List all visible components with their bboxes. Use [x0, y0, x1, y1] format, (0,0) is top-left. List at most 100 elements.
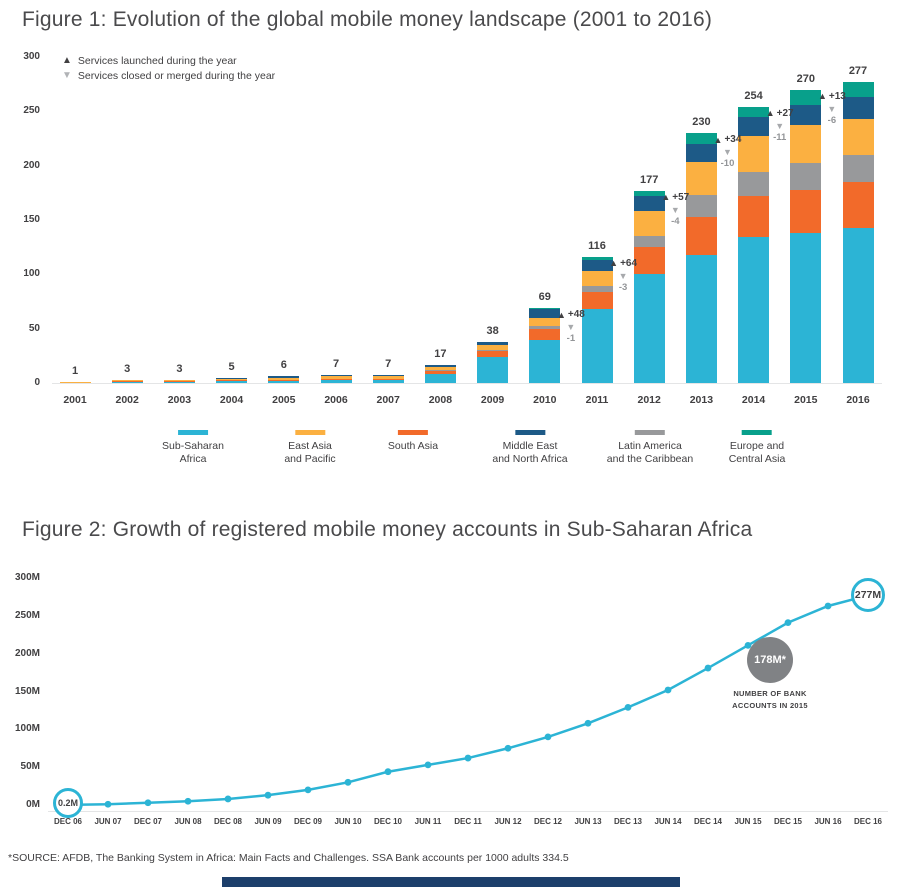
x-axis-tick-label: 2015	[794, 394, 818, 406]
bar-segment	[268, 380, 300, 383]
bar-segment	[163, 379, 195, 381]
bar-segment	[320, 379, 352, 383]
x-axis-tick-label: DEC 15	[773, 817, 802, 826]
bar-segment	[738, 196, 770, 238]
bar-segment	[216, 378, 248, 380]
bar-segment	[372, 376, 404, 379]
x-axis-line	[52, 383, 882, 384]
legend-label: Middle East	[502, 440, 558, 452]
closed-count-value: -11	[773, 131, 787, 143]
data-point-marker	[224, 795, 232, 803]
y-axis-tick-label: 200	[23, 159, 40, 171]
x-axis-tick-label: JUN 07	[94, 817, 122, 826]
bar-segment	[581, 309, 613, 383]
y-axis-tick-label: 0	[34, 377, 40, 388]
legend-label: Sub-Saharan	[162, 440, 224, 452]
x-axis-tick-label: 2009	[480, 394, 505, 406]
bar-segment	[477, 351, 509, 357]
x-axis-tick-label: DEC 10	[373, 817, 402, 826]
triangle-up-icon: ▲	[609, 258, 619, 269]
x-axis-line	[48, 811, 888, 812]
legend-swatch	[635, 430, 665, 435]
bar-segment	[685, 216, 717, 255]
y-axis-tick-label: 100	[23, 268, 40, 280]
bar-segment	[477, 344, 509, 351]
data-point-marker	[504, 744, 512, 752]
bar-total-label: 3	[124, 362, 131, 375]
launched-count-value: +48	[567, 309, 585, 321]
legend-label: and Pacific	[284, 453, 336, 465]
legend-launched-row: ▲ Services launched during the year	[62, 53, 275, 68]
bar-segment	[633, 190, 665, 197]
y-axis-tick-label: 50	[28, 322, 40, 334]
triangle-down-icon: ▼	[62, 69, 72, 81]
legend-swatch	[397, 430, 428, 435]
bar-segment	[581, 271, 613, 287]
bar-segment	[59, 381, 91, 383]
bar-segment	[842, 227, 874, 383]
bar-segment	[790, 89, 822, 105]
bar-segment	[111, 381, 143, 383]
bank-accounts-badge: 178M*	[747, 637, 793, 683]
launched-count: ▲ +48	[549, 310, 593, 320]
figure1-title: Figure 1: Evolution of the global mobile…	[22, 8, 713, 31]
y-axis-tick-label: 250	[23, 105, 40, 117]
bar-segment	[111, 379, 143, 381]
triangle-up-icon: ▲	[713, 134, 723, 145]
closed-count-value: -6	[827, 114, 837, 126]
data-point-marker	[384, 768, 392, 776]
bar-segment	[842, 118, 874, 155]
x-axis-tick-label: 2003	[167, 394, 192, 406]
bar-segment	[633, 196, 665, 212]
x-axis-tick-label: JUN 13	[574, 817, 602, 826]
services-legend: ▲ Services launched during the year ▼ Se…	[62, 53, 275, 83]
bar-segment	[320, 375, 352, 377]
legend-item: South Asia	[388, 430, 438, 453]
bar-segment	[790, 233, 822, 383]
legend-item: Middle East and North Africa	[492, 430, 568, 466]
legend-label: South Asia	[387, 440, 439, 452]
first-point-badge: 0.2M	[53, 787, 83, 818]
bar-segment	[424, 374, 456, 383]
x-axis-tick-label: 2012	[637, 394, 661, 406]
bar-total-label: 177	[640, 173, 659, 186]
bar-segment	[842, 154, 874, 182]
launched-count-value: +27	[776, 107, 794, 119]
triangle-down-icon: ▼	[618, 270, 628, 281]
region-legend: Sub-Saharan Africa East Asia and Pacific Sou…	[0, 430, 899, 478]
x-axis-tick-label: 2007	[376, 394, 400, 406]
x-axis-tick-label: 2013	[689, 394, 714, 406]
x-axis-tick-label: DEC 06	[53, 817, 82, 826]
legend-label: and the Caribbean	[606, 453, 694, 465]
bar-segment	[372, 375, 404, 377]
triangle-down-icon: ▼	[827, 103, 837, 114]
bar-total-label: 5	[228, 360, 235, 373]
bar-segment	[216, 377, 248, 379]
x-axis-tick-label: JUN 16	[814, 817, 842, 826]
bar-segment	[633, 274, 665, 383]
bar-segment	[685, 254, 717, 383]
bar-segment	[216, 380, 248, 383]
bar-segment	[738, 106, 770, 117]
bar-segment	[685, 143, 717, 163]
x-axis-tick-label: DEC 14	[693, 817, 722, 826]
change-annotation: ▲ +27 ▼ -11	[758, 107, 802, 143]
y-axis-tick-label: 250M	[14, 609, 40, 621]
x-axis-tick-label: 2008	[428, 394, 453, 406]
bar-total-label: 69	[538, 291, 551, 304]
bar-segment	[424, 371, 456, 375]
bar-segment	[581, 256, 613, 261]
triangle-up-icon: ▲	[62, 54, 72, 66]
x-axis-tick-label: JUN 14	[654, 817, 682, 826]
bar-segment	[842, 97, 874, 119]
change-annotation: ▲ +13 ▼ -6	[810, 91, 854, 126]
bar-segment	[320, 376, 352, 379]
bar-segment	[424, 366, 456, 370]
change-annotation: ▲ +57 ▼ -4	[653, 192, 697, 227]
bar-segment	[738, 237, 770, 383]
closed-count-value: -1	[566, 333, 576, 345]
legend-label: Europe and	[729, 440, 785, 452]
bar-total-label: 3	[176, 362, 183, 375]
change-annotation: ▲ +48 ▼ -1	[549, 310, 593, 344]
